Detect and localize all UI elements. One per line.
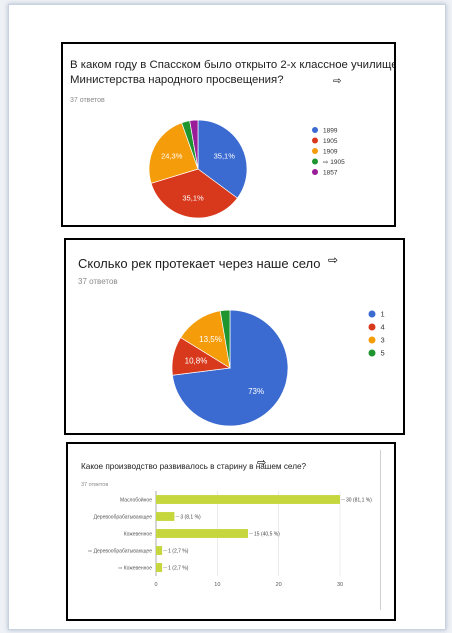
question-card-production: Какое производство развивалось в старину… xyxy=(66,442,396,621)
legend-swatch xyxy=(312,137,318,144)
category-label: ⇨ Кожевенное xyxy=(118,566,152,572)
category-label: Деревообрабатывающее xyxy=(94,515,153,521)
bar-value-label: 1 (2,7 %) xyxy=(168,566,189,572)
legend-swatch xyxy=(368,349,376,357)
question-title: Сколько рек протекает через наше село xyxy=(78,256,321,271)
bar-value-label: 30 (81,1 %) xyxy=(346,498,372,504)
legend-label[interactable]: 1899 xyxy=(323,127,338,134)
bar-value-label: 3 (8,1 %) xyxy=(180,515,201,521)
response-count: 37 ответов xyxy=(81,482,109,488)
legend-label[interactable]: 1857 xyxy=(323,169,338,176)
pie-chart: 35,1% 35,1% 24,3% 1899 1905 1909 ⇨ 1905 1857 xyxy=(148,119,345,219)
x-tick-label: 0 xyxy=(154,582,157,588)
question-title: Какое производство развивалось в старину… xyxy=(81,462,307,471)
legend-swatch xyxy=(312,148,318,154)
pie-slice xyxy=(219,309,231,369)
response-count: 37 ответов xyxy=(70,97,105,104)
legend-label[interactable]: 3 xyxy=(381,336,385,345)
category-label: Кожевенное xyxy=(124,532,152,538)
arrow-icon: ⇨ xyxy=(328,253,339,267)
legend-swatch xyxy=(312,158,318,165)
pie-slice xyxy=(148,122,199,184)
pie-slice xyxy=(189,119,199,170)
question-title: В каком году в Спасском было открыто 2-х… xyxy=(70,59,396,86)
bar xyxy=(156,495,340,504)
slice-label: 35,1% xyxy=(182,194,204,203)
legend-swatch xyxy=(368,310,376,318)
legend-swatch xyxy=(312,169,318,175)
slice-label: 35,1% xyxy=(214,151,236,160)
category-label: ⇨ Деревообрабатывающее xyxy=(88,549,152,555)
legend-label[interactable]: 1909 xyxy=(323,148,338,155)
card-edge-line xyxy=(380,450,381,610)
legend-label[interactable]: 1905 xyxy=(323,138,338,145)
legend-swatch xyxy=(368,323,376,331)
slice-label: 13,5% xyxy=(199,335,222,344)
bar-value-label: 1 (2,7 %) xyxy=(168,549,189,555)
pie-chart: 73% 10,8% 13,5% 1 4 3 5 xyxy=(171,309,385,427)
slice-label: 24,3% xyxy=(161,151,183,160)
slice-label: 10,8% xyxy=(185,356,208,365)
arrow-icon: ⇨ xyxy=(333,76,342,87)
arrow-icon: ⇨ xyxy=(257,456,267,469)
legend-swatch xyxy=(368,336,376,344)
question-card-rivers: Сколько рек протекает через наше село ⇨ … xyxy=(64,238,405,435)
bar-chart: 0 10 20 30 Маслобойное 30 (81,1 %) Деревообраб… xyxy=(88,491,372,588)
bar xyxy=(156,512,175,521)
legend-label[interactable]: 1 xyxy=(381,310,385,319)
legend-label[interactable]: ⇨ 1905 xyxy=(323,159,345,166)
legend-label[interactable]: 5 xyxy=(381,349,385,358)
question-card-year: В каком году в Спасском было открыто 2-х… xyxy=(61,42,396,227)
category-label: Маслобойное xyxy=(120,497,152,504)
pie-slice xyxy=(150,168,238,219)
legend-swatch xyxy=(312,127,318,133)
x-tick-label: 10 xyxy=(214,582,220,588)
response-count: 37 ответов xyxy=(78,277,118,286)
bar xyxy=(156,546,163,555)
legend-label[interactable]: 4 xyxy=(381,323,385,332)
bar xyxy=(156,529,248,538)
slice-label: 73% xyxy=(248,387,264,396)
pie-slice xyxy=(197,119,248,199)
bar-value-label: 15 (40,5 %) xyxy=(254,532,280,538)
bar xyxy=(156,563,163,572)
document-page: В каком году в Спасском было открыто 2-х… xyxy=(8,4,446,630)
x-tick-label: 30 xyxy=(337,582,343,588)
x-tick-label: 20 xyxy=(276,582,282,588)
